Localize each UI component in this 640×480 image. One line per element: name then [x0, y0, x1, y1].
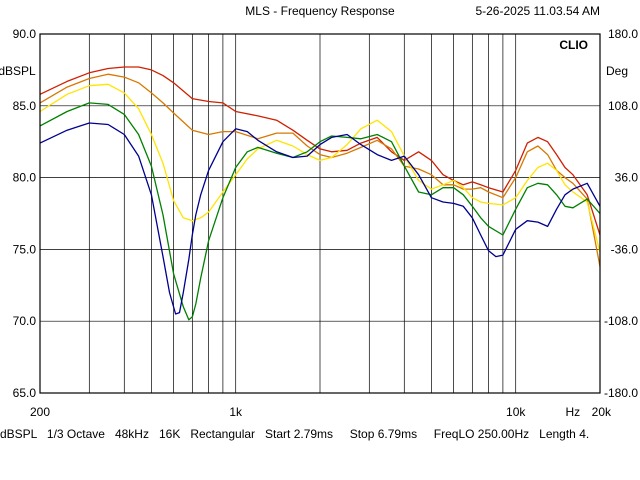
timestamp: 5-26-2025 11.03.54 AM — [475, 4, 600, 18]
x-axis-unit-label: Hz — [566, 405, 581, 419]
series-line-5 — [39, 122, 601, 315]
series-line-2 — [39, 73, 601, 267]
status-footer: dBSPL 1/3 Octave 48kHz 16K Rectangular S… — [0, 427, 589, 441]
series-line-1 — [39, 66, 601, 236]
y-tick-label: 90.0 — [13, 27, 37, 41]
clio-logo: CLIO — [559, 38, 588, 52]
y-tick-label: 70.0 — [13, 314, 37, 328]
chart-title: MLS - Frequency Response — [245, 4, 395, 18]
y-tick-label: 85.0 — [13, 99, 37, 113]
y2-tick-label: -36.0 — [611, 242, 639, 256]
y2-tick-label: -180.0 — [604, 386, 638, 400]
y2-tick-label: 180.0 — [608, 27, 638, 41]
plot-frame — [39, 33, 601, 394]
y-tick-labels: 90.0 85.0 80.0 75.0 70.0 65.0 — [13, 27, 37, 400]
series-lines — [39, 66, 601, 321]
y-axis-unit-label: dBSPL — [0, 64, 36, 78]
x-tick-label: 20k — [592, 405, 612, 419]
y2-tick-label: -108.0 — [604, 314, 638, 328]
grid-lines — [40, 34, 600, 393]
series-line-4 — [39, 102, 601, 321]
x-tick-label: 10k — [506, 405, 526, 419]
x-tick-label: 1k — [229, 405, 243, 419]
y2-tick-label: 36.0 — [615, 171, 639, 185]
y-tick-label: 80.0 — [13, 171, 37, 185]
y2-axis-unit-label: Deg — [606, 64, 628, 78]
y-tick-label: 65.0 — [13, 386, 37, 400]
x-tick-label: 200 — [30, 405, 50, 419]
x-tick-labels: 200 1k 10k 20k Hz — [30, 405, 612, 419]
y2-tick-labels: 180.0 108.0 36.0 -36.0 -108.0 -180.0 — [604, 27, 638, 400]
y2-tick-label: 108.0 — [608, 99, 638, 113]
series-line-3 — [39, 83, 601, 253]
y-tick-label: 75.0 — [13, 242, 37, 256]
